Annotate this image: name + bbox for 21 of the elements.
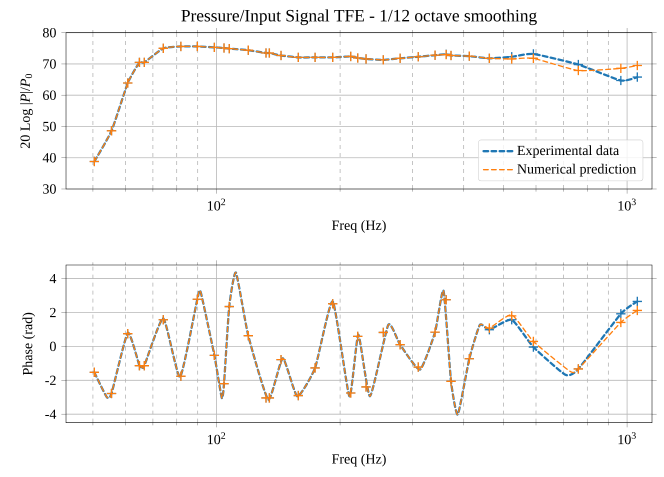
y-tick-label: 40 xyxy=(42,153,56,162)
y-tick-label: 80 xyxy=(42,28,56,38)
y-tick-label: 4 xyxy=(50,274,56,284)
y-axis-title: Phase (rad) xyxy=(22,312,36,376)
x-axis-title: Freq (Hz) xyxy=(332,220,386,233)
y-tick-label: -2 xyxy=(45,376,56,385)
chart-title: Pressure/Input Signal TFE - 1/12 octave smoothing xyxy=(181,9,537,26)
x-tick-label: 10$^{2}$ xyxy=(208,198,226,211)
y-tick-label: 30 xyxy=(43,184,56,194)
y-tick-label: 0 xyxy=(50,342,56,352)
x-tick-label: 10$^{2}$ xyxy=(208,432,226,444)
legend-label: Experimental data xyxy=(517,145,620,158)
y-tick-label: 70 xyxy=(43,59,56,69)
y-tick-label: -4 xyxy=(45,410,56,419)
x-axis-title: Freq (Hz) xyxy=(332,454,386,466)
y-tick-label: 50 xyxy=(43,122,56,132)
y-tick-label: 2 xyxy=(50,308,56,318)
x-tick-label: 10$^{3}$ xyxy=(618,198,636,211)
y-tick-label: 60 xyxy=(43,90,56,100)
x-tick-label: 10$^{3}$ xyxy=(618,432,636,444)
legend-label: Numerical prediction xyxy=(517,164,636,176)
